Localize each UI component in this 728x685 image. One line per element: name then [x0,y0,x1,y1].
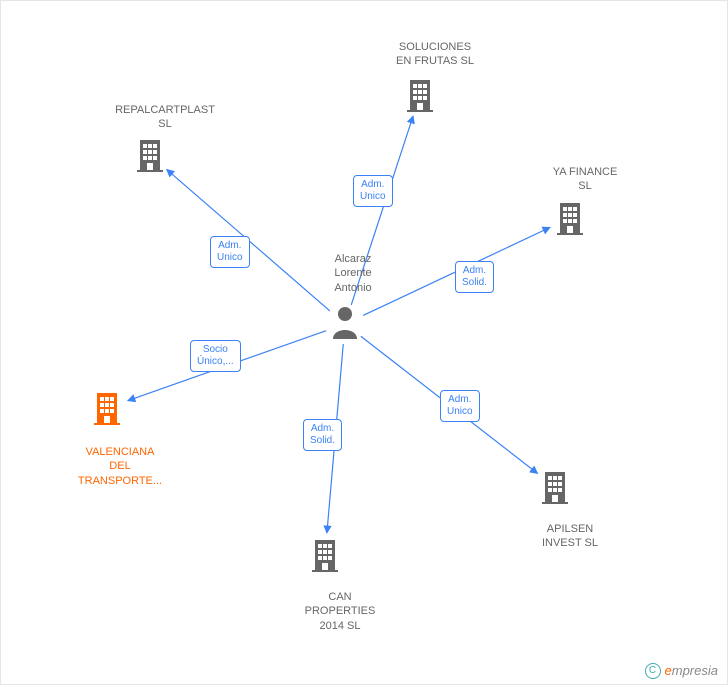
building-icon [135,138,165,172]
company-label: YA FINANCE SL [545,165,625,194]
building-icon [310,538,340,572]
company-label: REPALCARTPLAST SL [105,103,225,132]
edge-role-badge: Adm. Solid. [455,261,494,293]
building-icon [555,201,585,235]
company-label: APILSEN INVEST SL [530,522,610,551]
company-label: SOLUCIONES EN FRUTAS SL [385,40,485,69]
company-label: VALENCIANA DEL TRANSPORTE... [70,445,170,488]
center-person-label: Alcaraz Lorente Antonio [323,252,383,295]
edge-role-badge: Adm. Unico [353,175,393,207]
building-icon [405,78,435,112]
watermark-logo: Cempresia [645,662,718,679]
edge-role-badge: Adm. Solid. [303,419,342,451]
edge-role-badge: Socio Único,... [190,340,241,372]
company-label: CAN PROPERTIES 2014 SL [295,590,385,633]
edge-role-badge: Adm. Unico [440,390,480,422]
building-icon [540,470,570,504]
copyright-icon: C [645,663,661,679]
brand-text: empresia [665,664,718,679]
person-icon [330,305,360,339]
edge-role-badge: Adm. Unico [210,236,250,268]
building-icon [92,391,122,425]
